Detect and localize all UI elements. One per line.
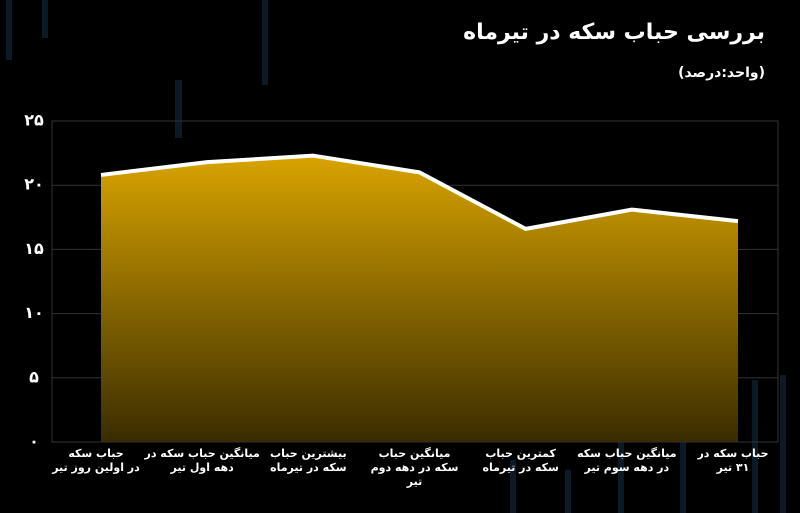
x-tick-label: سکه در تیرماه bbox=[482, 461, 558, 474]
x-tick-label: کمترین حباب bbox=[485, 447, 556, 460]
x-tick-label: در اولین روز تیر bbox=[51, 461, 140, 474]
x-tick-label: سکه در تیرماه bbox=[270, 461, 346, 474]
x-tick-label: تیر bbox=[406, 475, 422, 488]
decor-bars bbox=[6, 0, 786, 513]
y-tick-label: ۰ bbox=[29, 432, 39, 451]
y-tick-label: ۲۰ bbox=[24, 175, 44, 194]
chart-subtitle: (واحد:درصد) bbox=[678, 65, 765, 81]
chart-title: بررسی حباب سکه در تیرماه bbox=[463, 20, 765, 45]
x-tick-label: در دهه سوم تیر bbox=[584, 461, 670, 474]
y-tick-label: ۲۵ bbox=[24, 111, 44, 130]
x-tick-label: حباب سکه bbox=[68, 447, 123, 460]
line bbox=[100, 153, 739, 231]
x-tick-label: میانگین حباب سکه در bbox=[144, 447, 260, 460]
area bbox=[101, 155, 738, 442]
x-tick-label: میانگین حباب سکه bbox=[577, 447, 677, 460]
x-tick-label: ۳۱ تیر bbox=[716, 461, 750, 474]
x-tick-label: سکه در دهه دوم bbox=[371, 461, 459, 474]
y-tick-label: ۵ bbox=[29, 367, 39, 386]
y-tick-label: ۱۵ bbox=[24, 239, 44, 258]
x-tick-label: میانگین حباب bbox=[379, 447, 451, 460]
x-tick-label: دهه اول تیر bbox=[170, 461, 235, 474]
x-tick-label: بیشترین حباب bbox=[270, 447, 347, 460]
x-tick-label: حباب سکه در bbox=[696, 447, 768, 460]
y-tick-label: ۱۰ bbox=[24, 303, 44, 322]
